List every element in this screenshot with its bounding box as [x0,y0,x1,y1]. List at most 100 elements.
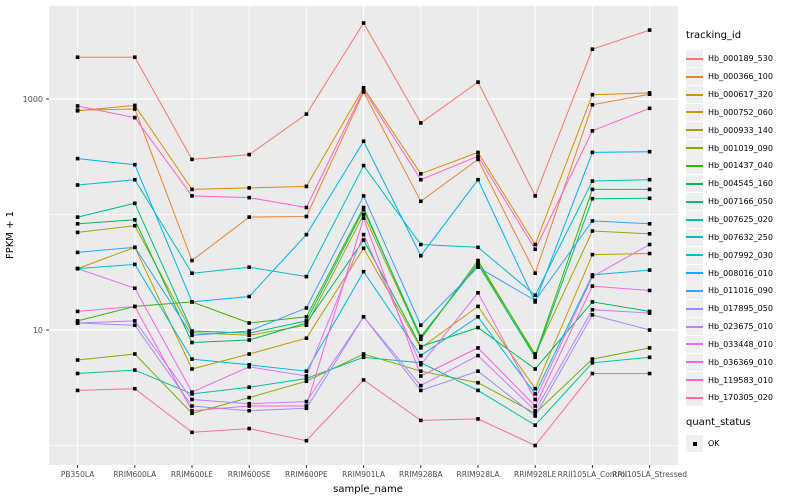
data-point [647,149,652,154]
data-point [419,344,423,349]
data-point [476,315,480,319]
quant-status-item: OK [686,435,798,453]
data-point [361,355,366,360]
data-point [190,187,194,192]
data-point [190,258,194,263]
data-point [304,369,309,373]
data-point [304,406,309,411]
legend-swatch-line [686,343,703,346]
data-point [75,388,80,393]
legend-key [686,68,703,86]
data-point [647,91,652,95]
data-point [133,201,137,206]
legend-key [686,211,703,229]
legend-swatch-line [686,325,703,328]
data-point [647,311,652,315]
legend-label: Hb_023675_010 [708,322,773,332]
legend-label: Hb_170305_020 [708,393,773,403]
legend-swatch-line [686,307,703,310]
data-point [419,337,423,342]
legend-label: Hb_000752_060 [708,107,773,117]
black-square-icon [692,441,697,446]
data-point [247,408,251,413]
data-point [190,411,194,416]
data-point [133,352,137,356]
legend-key [686,50,703,68]
data-point [361,246,366,251]
legend-key [686,335,703,353]
legend-label: Hb_001019_090 [708,143,773,153]
x-tick-label: RRIM928LE [514,470,557,479]
data-point [75,250,80,255]
legend-item: Hb_000617_320 [686,86,798,104]
legend-label: Hb_008016_010 [708,268,773,278]
data-point [533,367,537,371]
data-point [647,268,652,272]
legend-key [686,353,703,371]
legend-swatch-line [686,254,703,257]
data-point [533,404,537,408]
data-point [304,438,309,443]
quant-status-label: OK [708,439,720,449]
legend-item: Hb_170305_020 [686,389,798,407]
data-point [476,258,480,263]
data-point [361,205,366,210]
data-point [133,55,137,59]
data-point [590,357,595,361]
data-point [190,390,194,394]
data-point [647,196,652,201]
legend-swatch-line [686,236,703,239]
data-point [476,157,480,162]
data-point [361,216,366,220]
data-point [304,112,309,116]
data-point [590,103,595,107]
data-point [190,404,194,408]
data-point [419,361,423,365]
data-point [75,109,80,113]
legend-item: Hb_008016_010 [686,264,798,282]
data-point [361,21,366,25]
data-point [361,139,366,144]
y-tick-label: 10 [33,326,43,335]
data-point [304,321,309,325]
legend-swatch-line [686,129,703,132]
data-point [190,333,194,338]
x-tick-label: RRII105LA_Stressed [612,470,687,479]
data-point [533,392,537,396]
data-point [304,399,309,404]
data-point [590,371,595,376]
data-point [419,334,423,339]
data-point [476,388,480,393]
data-point [476,177,480,182]
data-point [533,443,537,448]
data-point [361,352,366,356]
data-point [304,315,309,319]
data-point [304,274,309,279]
data-point [476,346,480,350]
data-point [133,218,137,222]
data-point [247,363,251,367]
data-point [476,353,480,358]
data-point [133,177,137,182]
legend-key [686,389,703,407]
data-point [647,242,652,247]
data-point [133,115,137,120]
data-point [361,163,366,168]
data-point [133,323,137,327]
data-point [361,90,366,94]
data-point [190,340,194,345]
data-point [190,300,194,304]
data-point [590,179,595,183]
data-point [590,219,595,223]
data-point [133,107,137,111]
data-point [476,304,480,309]
data-point [247,426,251,431]
data-point [533,397,537,402]
data-point [133,319,137,323]
data-point [476,369,480,373]
x-tick-label: RRIM600PE [285,470,328,479]
data-point [647,355,652,360]
data-point [133,223,137,228]
data-point [247,338,251,342]
data-point [190,408,194,413]
